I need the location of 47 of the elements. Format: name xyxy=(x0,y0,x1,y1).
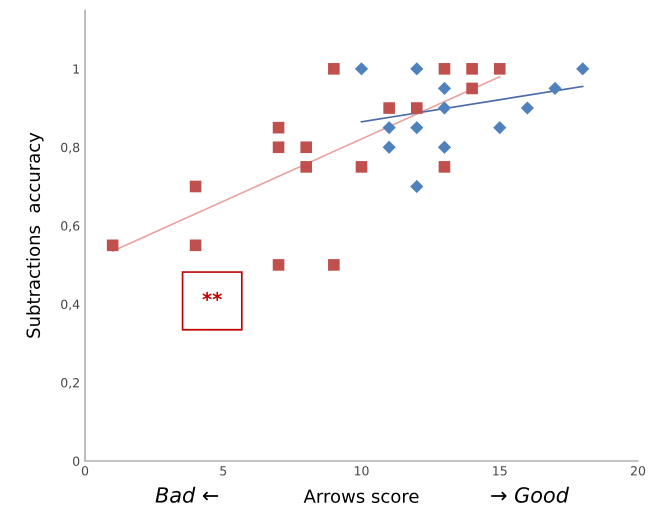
point xyxy=(356,161,368,173)
y-tick-label: 0,6 xyxy=(61,221,80,232)
y-tick-label: 0,4 xyxy=(61,300,80,310)
x-tick-label: 0 xyxy=(82,466,88,476)
point xyxy=(328,63,340,75)
x-tick-label: 15 xyxy=(493,466,507,476)
point xyxy=(272,122,284,134)
x-tick-label: 5 xyxy=(220,466,226,476)
point xyxy=(438,63,450,75)
point xyxy=(300,161,312,173)
point xyxy=(106,239,118,252)
point xyxy=(493,121,506,134)
point xyxy=(300,141,312,154)
x-axis-title: Arrows score xyxy=(304,490,419,504)
point xyxy=(466,63,478,75)
annotation: ** xyxy=(202,292,222,301)
point xyxy=(548,82,562,96)
y-tick-label: 1 xyxy=(74,64,79,74)
point xyxy=(438,82,452,96)
point xyxy=(272,141,284,154)
point xyxy=(576,62,590,76)
x-tick-label: 20 xyxy=(630,466,646,476)
text: → Good xyxy=(491,486,570,503)
point xyxy=(190,180,202,192)
point xyxy=(190,239,202,252)
y-axis-title: Subtractions accuracy xyxy=(26,132,44,338)
point xyxy=(328,259,340,271)
point xyxy=(383,102,395,114)
point xyxy=(438,101,452,115)
point xyxy=(410,62,424,76)
point xyxy=(354,62,368,76)
y-tick-label: 0,2 xyxy=(61,378,79,389)
point xyxy=(438,161,450,173)
x-tick-label: 10 xyxy=(354,466,369,476)
point xyxy=(410,102,423,114)
y-tick-label: 0 xyxy=(73,456,80,466)
point xyxy=(410,121,424,134)
point xyxy=(382,121,396,134)
point xyxy=(520,101,534,115)
text: Bad ← xyxy=(156,486,218,503)
point xyxy=(438,140,452,154)
point xyxy=(272,259,284,271)
point xyxy=(410,180,424,194)
point xyxy=(382,140,396,154)
point xyxy=(466,82,478,94)
point xyxy=(494,63,506,75)
y-tick-label: 0,8 xyxy=(61,142,80,154)
